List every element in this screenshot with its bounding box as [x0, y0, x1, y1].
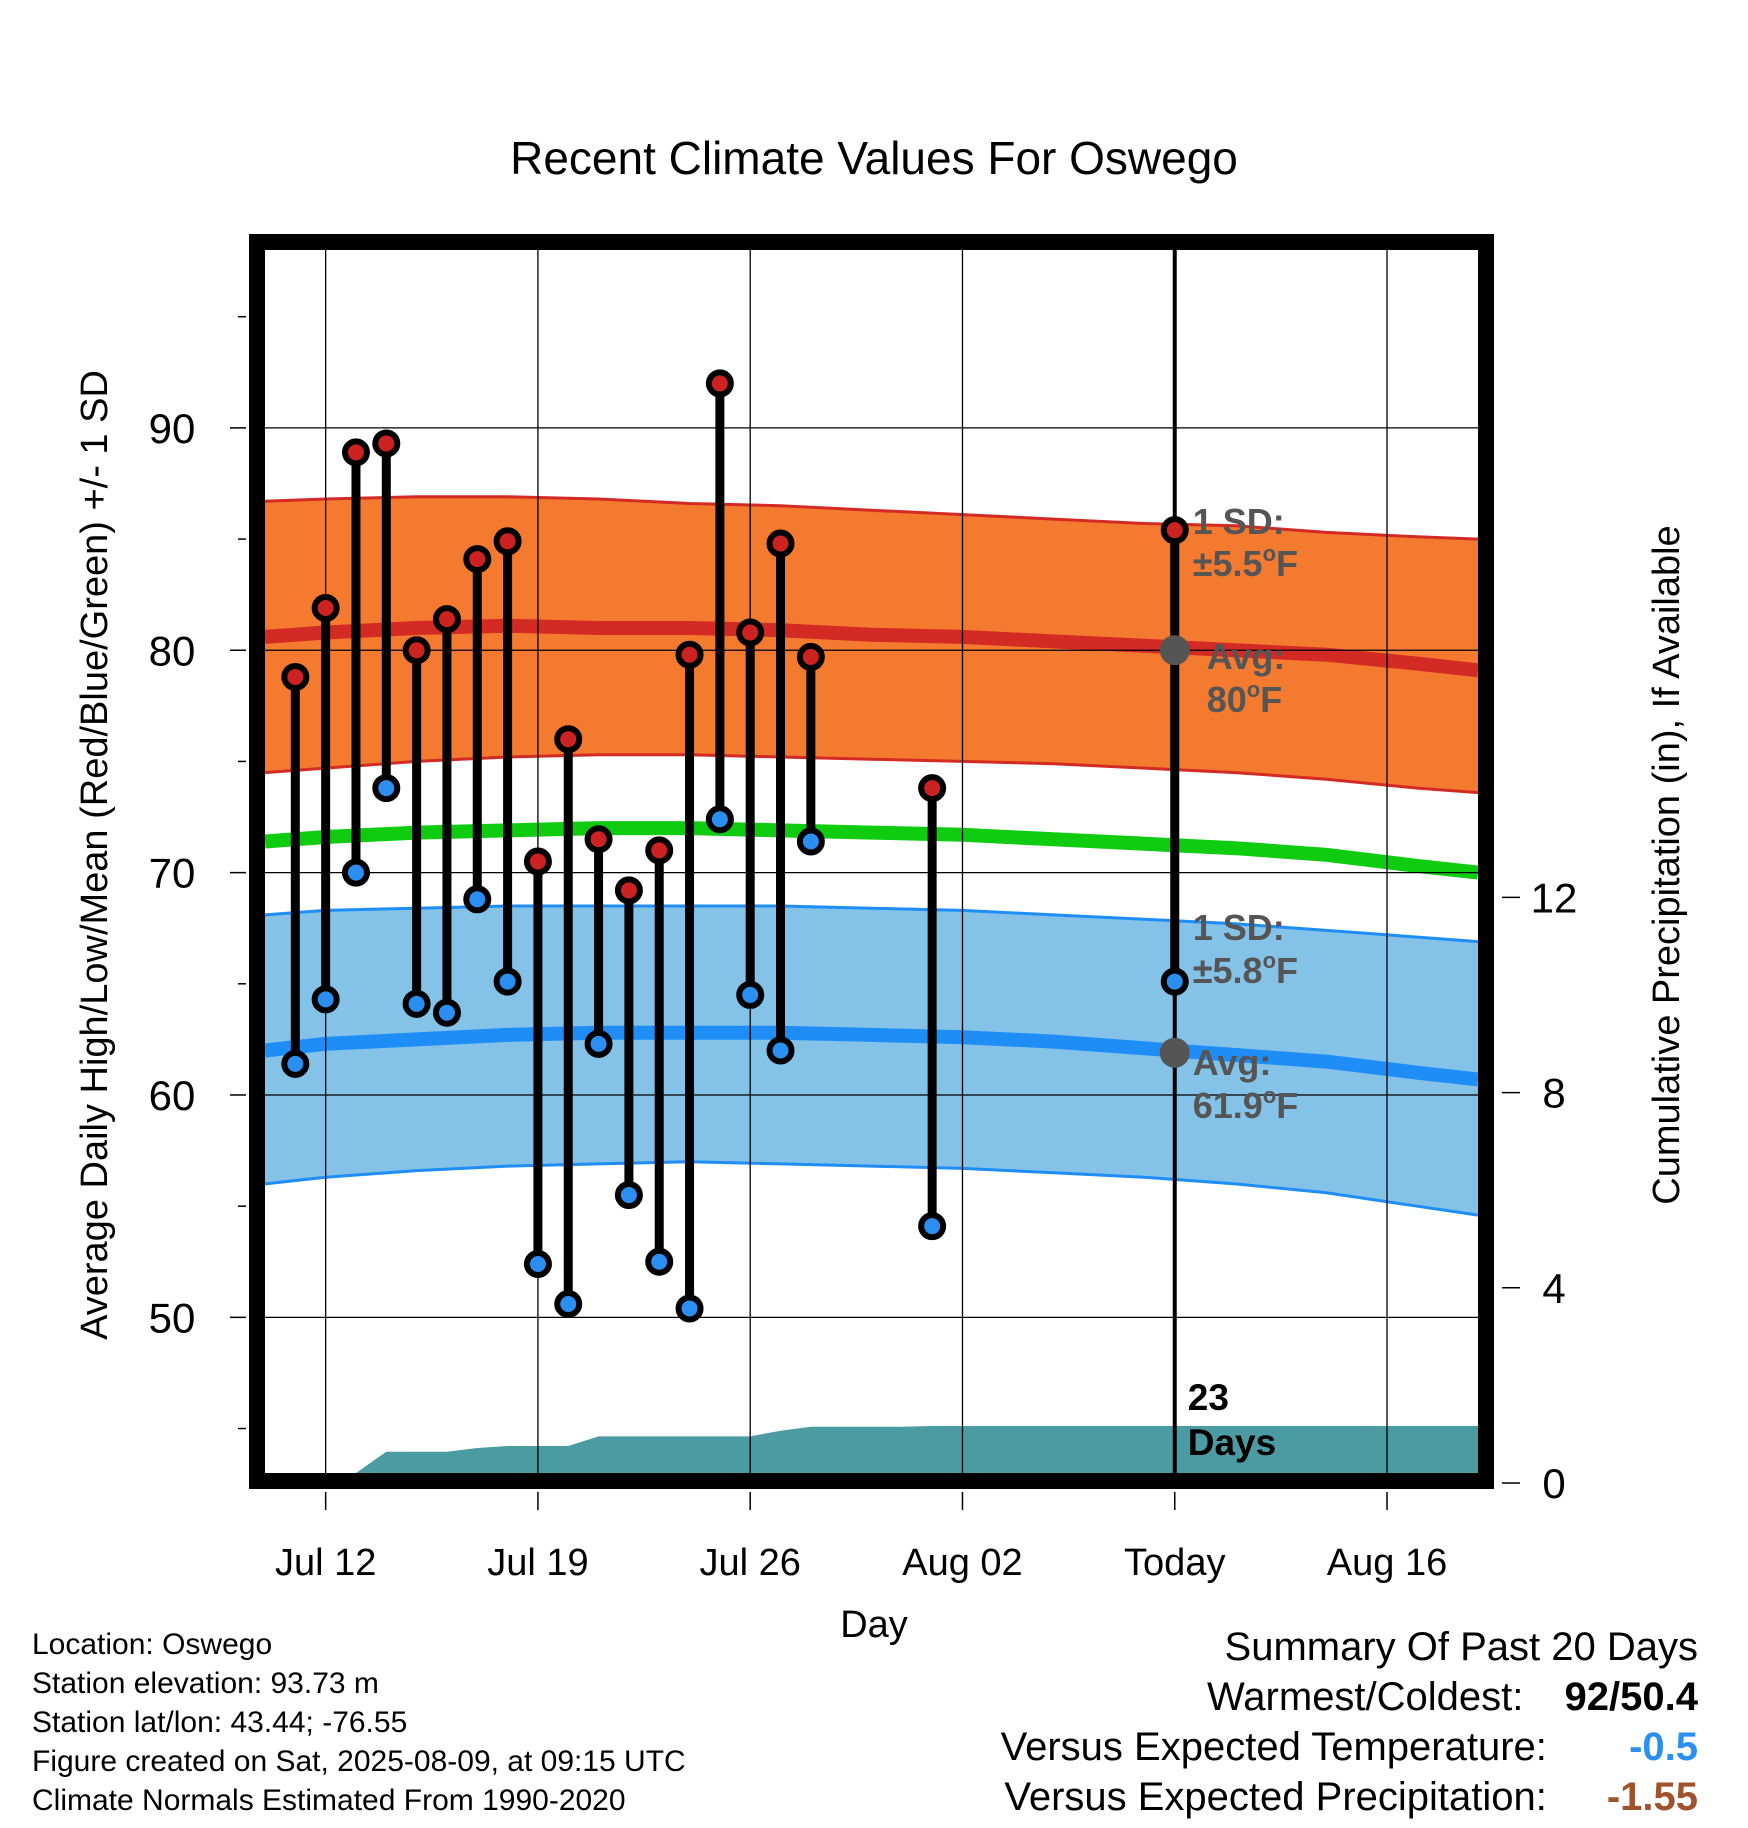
obs-low-point — [341, 858, 370, 887]
low-sd-value: ±5.8oF — [1193, 948, 1298, 991]
high-avg-marker — [1159, 635, 1190, 666]
obs-high-point — [766, 529, 795, 558]
low-avg-line — [264, 1025, 1479, 1087]
obs-high-point — [705, 369, 734, 398]
obs-high-point — [463, 545, 492, 574]
obs-high-point — [402, 636, 431, 665]
high-plus-sd-line — [264, 495, 1479, 541]
y2-tick-label: 4 — [1542, 1265, 1565, 1312]
days-word: Days — [1188, 1422, 1276, 1463]
axes-group: 50 60 70 80 90 0 4 8 12 Jul 12 Jul 19 Jul 26 Aug 02 T… — [149, 315, 1578, 1584]
y-axis-label: Average Daily High/Low/Mean (Red/Blue/Gr… — [74, 370, 116, 1340]
obs-high-point — [493, 527, 522, 556]
y2-tick-label: 0 — [1542, 1460, 1565, 1507]
plot-frame-group — [249, 234, 1494, 1489]
summary-warmest-coldest: Warmest/Coldest: 92/50.4 — [1001, 1672, 1698, 1722]
x-tick-label: Aug 02 — [902, 1542, 1022, 1584]
days-count: 23 — [1188, 1377, 1229, 1418]
high-avg-value: 80oF — [1207, 677, 1283, 720]
obs-high-point — [736, 618, 765, 647]
precip-area-group — [265, 1426, 1478, 1473]
y2-tick-label: 8 — [1542, 1070, 1565, 1117]
obs-low-point — [311, 985, 340, 1014]
obs-low-point — [766, 1036, 795, 1065]
obs-high-point — [614, 876, 643, 905]
y-tick-label: 70 — [149, 850, 196, 897]
obs-low-point — [523, 1249, 552, 1278]
obs-high-point — [432, 605, 461, 634]
obs-high-point — [645, 836, 674, 865]
obs-high-point — [311, 594, 340, 623]
vs-precip-label: Versus Expected Precipitation: — [1004, 1775, 1547, 1819]
obs-low-point — [796, 827, 825, 856]
obs-low-point — [432, 998, 461, 1027]
chart-title: Recent Climate Values For Oswego — [510, 132, 1238, 184]
y-tick-label: 80 — [149, 627, 196, 674]
obs-low-point — [463, 885, 492, 914]
elevation-text: Station elevation: 93.73 m — [32, 1667, 379, 1700]
obs-high-point — [554, 725, 583, 754]
obs-high-point — [584, 825, 613, 854]
vs-temp-label: Versus Expected Temperature: — [1000, 1725, 1547, 1769]
location-text: Location: Oswego — [32, 1628, 273, 1661]
warmest-coldest-value: 92/50.4 — [1564, 1675, 1698, 1719]
high-sd-value: ±5.5oF — [1193, 541, 1298, 584]
precip-area — [265, 1426, 1478, 1473]
created-text: Figure created on Sat, 2025-08-09, at 09… — [32, 1745, 686, 1778]
summary-vs-precip: Versus Expected Precipitation: -1.55 — [1001, 1772, 1698, 1822]
obs-high-point — [523, 847, 552, 876]
obs-low-point — [402, 989, 431, 1018]
low-minus-sd-line — [264, 1160, 1479, 1217]
obs-low-point — [675, 1294, 704, 1323]
y-tick-label: 50 — [149, 1294, 196, 1341]
y2-axis-label: Cumulative Precipitation (in), If Availa… — [1646, 525, 1688, 1204]
low-avg-label: Avg: — [1193, 1042, 1272, 1083]
vs-temp-value: -0.5 — [1629, 1725, 1698, 1769]
obs-low-point — [493, 967, 522, 996]
warmest-coldest-label: Warmest/Coldest: — [1207, 1675, 1524, 1719]
obs-low-point — [554, 1290, 583, 1319]
low-sd-label: 1 SD: — [1193, 907, 1285, 948]
x-tick-label: Jul 19 — [487, 1542, 588, 1584]
obs-high-point — [675, 640, 704, 669]
obs-low-point — [736, 980, 765, 1009]
x-tick-label: Today — [1124, 1542, 1225, 1584]
normals-text: Climate Normals Estimated From 1990-2020 — [32, 1784, 626, 1817]
observations-group — [281, 369, 1189, 1323]
summary-panel: Summary Of Past 20 Days Warmest/Coldest:… — [1001, 1622, 1698, 1822]
station-info: Location: Oswego Station elevation: 93.7… — [32, 1625, 686, 1820]
low-avg-marker — [1159, 1037, 1190, 1068]
obs-high-point — [796, 642, 825, 671]
obs-low-point — [584, 1029, 613, 1058]
high-avg-label: Avg: — [1207, 636, 1286, 677]
obs-low-point — [705, 805, 734, 834]
obs-low-point — [372, 774, 401, 803]
x-tick-label: Aug 16 — [1327, 1542, 1447, 1584]
x-tick-label: Jul 26 — [699, 1542, 800, 1584]
obs-low-point — [1160, 967, 1189, 996]
obs-low-point — [645, 1247, 674, 1276]
obs-high-point — [918, 774, 947, 803]
latlon-text: Station lat/lon: 43.44; -76.55 — [32, 1706, 408, 1739]
obs-low-point — [918, 1212, 947, 1241]
summary-title: Summary Of Past 20 Days — [1224, 1625, 1698, 1669]
obs-low-point — [614, 1181, 643, 1210]
obs-low-point — [281, 1049, 310, 1078]
low-avg-value: 61.9oF — [1193, 1083, 1299, 1126]
obs-high-point — [1160, 516, 1189, 545]
obs-high-point — [341, 438, 370, 467]
x-tick-label: Jul 12 — [275, 1542, 376, 1584]
y-tick-label: 60 — [149, 1072, 196, 1119]
x-axis-label: Day — [840, 1604, 908, 1646]
summary-vs-temp: Versus Expected Temperature: -0.5 — [1001, 1722, 1698, 1772]
obs-high-point — [281, 662, 310, 691]
y-tick-label: 90 — [149, 405, 196, 452]
high-sd-label: 1 SD: — [1193, 501, 1285, 542]
vs-precip-value: -1.55 — [1606, 1775, 1698, 1819]
y2-tick-label: 12 — [1531, 874, 1578, 921]
obs-high-point — [372, 429, 401, 458]
